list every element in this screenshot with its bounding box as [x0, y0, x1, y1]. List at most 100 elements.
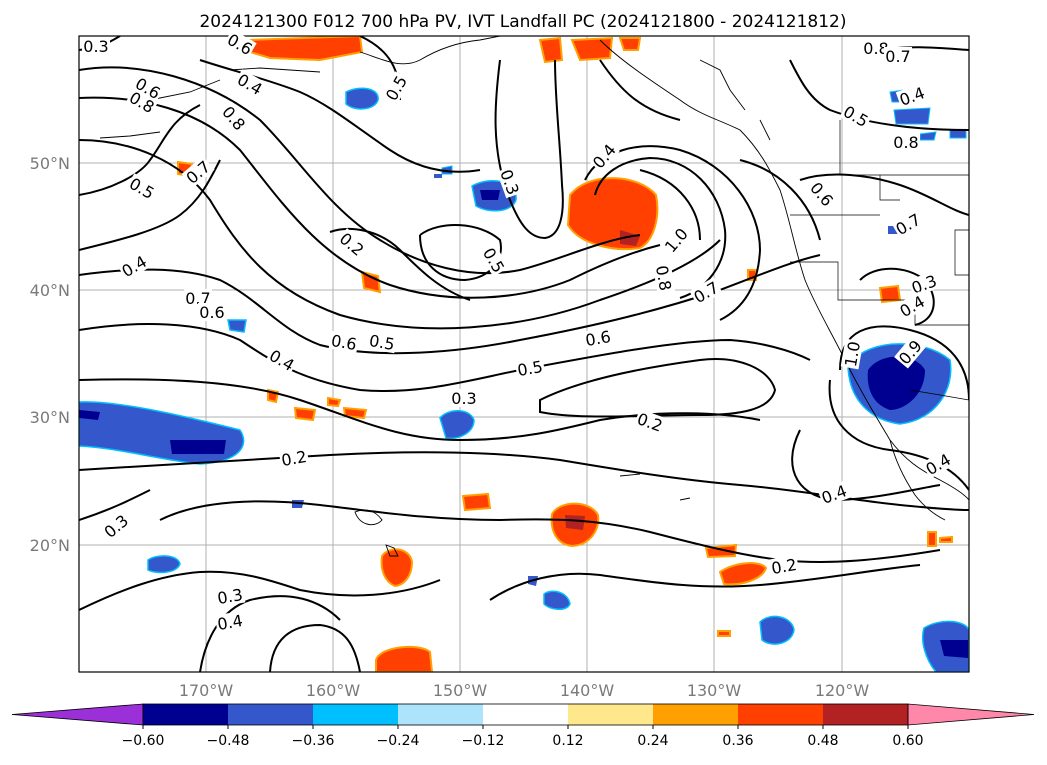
lat-label-50n: 50°N [30, 154, 70, 173]
contour-label-bg [450, 389, 478, 407]
lat-label-30n: 30°N [30, 408, 70, 427]
pv-shading [79, 36, 969, 672]
contour-label: 1.0 [841, 340, 864, 368]
contour-label-bg [689, 277, 723, 307]
contour-label: 0.5 [368, 331, 396, 354]
contour-label: 0.2 [770, 555, 798, 578]
contour-label-bg [806, 177, 838, 211]
contour-label-bg [839, 101, 873, 131]
colorbar-extend-low [11, 703, 144, 726]
contour-label-bg [278, 446, 310, 470]
colorbar-tick-label: 0.12 [552, 733, 583, 749]
contour-label-bg [214, 610, 246, 634]
lon-label-150w: 150°W [433, 681, 488, 700]
contour-label-bg [99, 510, 133, 542]
contour-label-bg [381, 71, 411, 105]
contour-label-bg [921, 449, 955, 479]
contour-label-bg [588, 139, 620, 173]
longitude-labels: 170°W 160°W 150°W 140°W 130°W 120°W [179, 681, 870, 700]
latitude-labels: 50°N 40°N 30°N 20°N [30, 154, 70, 555]
political-borders [790, 120, 969, 401]
colorbar-segment [738, 704, 823, 725]
colorbar-segment [823, 704, 908, 725]
contour-label-bg [328, 330, 360, 354]
colorbar-segment [398, 704, 483, 725]
colorbar-frame [142, 703, 909, 726]
contour-label-bg [496, 165, 524, 199]
colorbar-tick-label: −0.12 [462, 733, 505, 749]
contour-label: 0.3 [451, 389, 476, 408]
colorbar-segment [653, 704, 738, 725]
colorbar-tick-label: −0.48 [207, 733, 250, 749]
contour-label-bg [817, 480, 851, 508]
colorbar-tick-label: 0.48 [807, 733, 838, 749]
contour-label-bg [82, 37, 110, 55]
ivt-contours [79, 36, 969, 672]
lat-label-40n: 40°N [30, 281, 70, 300]
contour-label-bg [335, 228, 369, 260]
contour-label-bg [660, 223, 692, 257]
contour-label-bg [125, 173, 159, 203]
colorbar-tick-label: 0.60 [892, 733, 923, 749]
contour-label: 0.5 [516, 357, 544, 380]
contour-label-bg [907, 270, 941, 298]
coastlines [99, 36, 969, 557]
contour-label-bg [895, 82, 929, 110]
contour-label: 0.2 [280, 447, 308, 470]
contour-label-bg [184, 289, 212, 307]
contour-label: 0.8 [893, 133, 918, 152]
contour-label: 0.6 [584, 327, 612, 350]
colorbar-tick-label: −0.36 [292, 733, 335, 749]
contour-label-bg [895, 291, 929, 321]
contour-label-bg [514, 356, 546, 380]
lon-label-160w: 160°W [306, 681, 361, 700]
map-title: 2024121300 F012 700 hPa PV, IVT Landfall… [199, 12, 846, 32]
contour-label: 0.8 [652, 264, 675, 292]
contour-label: 0.6 [330, 331, 358, 354]
colorbar-extend-high [907, 703, 1035, 726]
lat-label-20n: 20°N [30, 536, 70, 555]
lon-label-130w: 130°W [687, 681, 742, 700]
contour-label-bg [582, 326, 614, 350]
colorbar-tick-label: 0.24 [637, 733, 668, 749]
contour-label-bg [894, 335, 926, 369]
contour-label-bg [131, 73, 165, 103]
colorbar-segment [228, 704, 313, 725]
contour-label: 0.8 [863, 39, 888, 58]
contour-label-bg [891, 209, 925, 239]
colorbar-segment [483, 704, 568, 725]
contour-label: 0.3 [83, 37, 108, 56]
contour-label-bg [181, 156, 215, 188]
map-panel [79, 36, 969, 672]
colorbar-segment [143, 704, 228, 725]
colorbar-tick-label: 0.36 [722, 733, 753, 749]
contour-label: 0.7 [885, 47, 910, 66]
lon-label-140w: 140°W [560, 681, 615, 700]
contour-label-bg [862, 39, 890, 57]
contour-label-bg [633, 408, 667, 436]
contour-label-bg [840, 338, 864, 370]
lon-label-120w: 120°W [815, 681, 870, 700]
contour-label-bg [265, 345, 299, 375]
contour-label-bg [479, 243, 509, 277]
contour-label: 0.3 [216, 585, 244, 608]
contour-label-bg [233, 69, 267, 99]
contour-label-bg [117, 251, 151, 281]
contour-label: 0.6 [199, 303, 224, 322]
contour-label-bg [214, 584, 246, 608]
contour-label: 0.4 [216, 611, 244, 634]
colorbar-tick-label: −0.24 [377, 733, 420, 749]
contour-label-bg [768, 554, 800, 578]
colorbar-segment [313, 704, 398, 725]
contour-label-bg [223, 29, 257, 59]
contour-label-bg [892, 133, 920, 151]
contour-label-bg [652, 262, 676, 294]
colorbar: −0.60 −0.48 −0.36 −0.24 −0.12 0.12 0.24 0.36 0.4… [11, 703, 1035, 749]
contour-label-bg [125, 87, 159, 117]
lon-label-170w: 170°W [179, 681, 234, 700]
colorbar-segment [568, 704, 653, 725]
contour-label-bg [198, 303, 226, 321]
contour-label-bg [218, 101, 250, 135]
contour-label-bg [366, 330, 398, 354]
